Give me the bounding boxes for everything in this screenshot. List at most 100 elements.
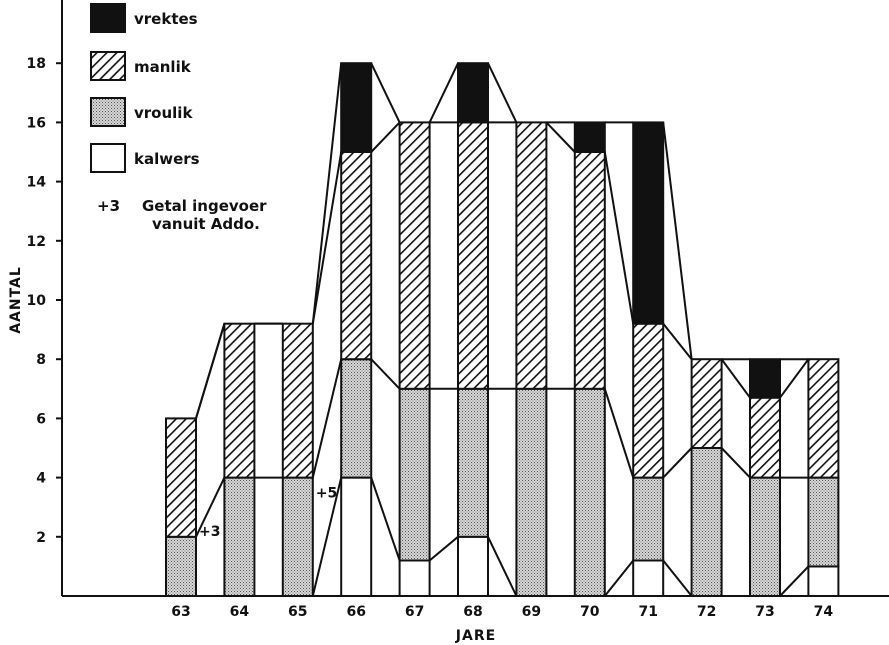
y-tick-label-4: 4 bbox=[36, 471, 46, 487]
bar-64-manlik bbox=[223, 322, 256, 479]
y-tick-label-16: 16 bbox=[27, 115, 46, 131]
legend-swatch-vroulik bbox=[90, 97, 126, 127]
bar-71-vrektes bbox=[632, 121, 665, 325]
bar-66-kalwers bbox=[340, 476, 373, 598]
connector-66-67-level-1 bbox=[370, 477, 401, 561]
bar-group-72 bbox=[690, 358, 723, 597]
bar-group-65 bbox=[281, 322, 314, 598]
legend-item-vrektes: vrektes bbox=[90, 3, 198, 33]
connector-66-67-level-2 bbox=[370, 358, 401, 390]
x-tick-label-68: 68 bbox=[463, 604, 482, 620]
bar-group-70 bbox=[573, 121, 606, 597]
connector-70-71-level-1 bbox=[604, 559, 634, 597]
connector-65-66-level-2 bbox=[311, 358, 343, 478]
bar-group-71 bbox=[632, 121, 665, 597]
bar-68-vrektes bbox=[457, 62, 489, 124]
legend-note-line2: vanuit Addo. bbox=[152, 215, 260, 233]
connector-68-69-level-4 bbox=[487, 62, 518, 123]
connector-63-64-level-4 bbox=[195, 323, 226, 419]
annotation-1: +5 bbox=[316, 485, 337, 501]
x-tick-label-69: 69 bbox=[522, 604, 541, 620]
bar-63-manlik bbox=[165, 417, 197, 538]
connector-65-66-level-4 bbox=[311, 63, 343, 324]
x-axis-title: JARE bbox=[455, 628, 496, 644]
bar-68-vroulik bbox=[457, 387, 489, 538]
connector-71-72-level-1 bbox=[662, 559, 693, 597]
bar-72-vroulik bbox=[690, 447, 723, 597]
bar-74-manlik bbox=[807, 358, 840, 479]
connector-67-68-level-1 bbox=[428, 536, 459, 562]
legend: vrektes manlik vroulik kalwers +3 Getal … bbox=[90, 3, 267, 233]
bar-63-vroulik bbox=[165, 535, 197, 597]
connector-65-66-level-1 bbox=[311, 477, 343, 597]
bar-group-64 bbox=[223, 322, 256, 598]
y-axis-ticks: 2 4 6 8 10 12 14 16 18 bbox=[27, 56, 62, 546]
x-tick-label-73: 73 bbox=[755, 604, 774, 620]
bar-66-manlik bbox=[340, 151, 373, 361]
connector-71-72-level-4 bbox=[662, 122, 693, 360]
y-tick-label-8: 8 bbox=[36, 352, 46, 368]
bar-group-66 bbox=[340, 62, 373, 598]
x-tick-label-63: 63 bbox=[171, 604, 190, 620]
x-tick-label-71: 71 bbox=[638, 604, 657, 620]
legend-item-kalwers: kalwers bbox=[90, 143, 200, 173]
bar-71-manlik bbox=[632, 322, 665, 479]
connector-73-74-level-1 bbox=[779, 565, 810, 597]
legend-swatch-manlik bbox=[90, 51, 126, 81]
bar-73-vrektes bbox=[749, 358, 781, 399]
x-tick-label-67: 67 bbox=[405, 604, 424, 620]
connector-69-70-level-3 bbox=[545, 121, 576, 153]
connector-71-72-level-2 bbox=[662, 447, 693, 479]
y-tick-label-18: 18 bbox=[27, 56, 46, 72]
x-tick-label-64: 64 bbox=[230, 604, 250, 620]
bar-group-73 bbox=[749, 358, 781, 598]
legend-note-marker: +3 bbox=[97, 197, 120, 215]
y-tick-label-6: 6 bbox=[36, 411, 46, 427]
bar-group-68 bbox=[457, 62, 489, 597]
bar-67-manlik bbox=[398, 121, 431, 390]
annotations: +3 +5 bbox=[199, 485, 337, 539]
bar-70-vroulik bbox=[573, 387, 606, 597]
legend-note-line1: Getal ingevoer bbox=[142, 197, 267, 215]
legend-swatch-vrektes bbox=[90, 3, 126, 33]
legend-label-manlik: manlik bbox=[134, 58, 192, 76]
connector-73-74-level-3 bbox=[779, 358, 810, 399]
legend-label-kalwers: kalwers bbox=[134, 150, 200, 168]
bar-71-vroulik bbox=[632, 476, 665, 562]
bar-group-63 bbox=[165, 417, 197, 597]
x-tick-label-65: 65 bbox=[288, 604, 307, 620]
bar-69-vroulik bbox=[515, 387, 548, 597]
annotation-0: +3 bbox=[199, 524, 220, 540]
x-tick-label-66: 66 bbox=[346, 604, 365, 620]
bar-66-vrektes bbox=[340, 62, 373, 154]
bar-group-69 bbox=[515, 121, 548, 597]
x-axis-ticks: 63 64 65 66 67 68 69 70 71 72 73 74 bbox=[171, 604, 833, 620]
bar-65-vroulik bbox=[281, 476, 314, 598]
y-tick-label-10: 10 bbox=[27, 293, 47, 309]
legend-swatch-kalwers bbox=[90, 143, 126, 173]
legend-label-vroulik: vroulik bbox=[134, 104, 193, 122]
connector-70-71-level-3 bbox=[603, 151, 635, 324]
connector-66-67-level-4 bbox=[370, 62, 401, 123]
stack-connector-lines bbox=[195, 62, 810, 597]
connector-63-64-level-2 bbox=[195, 477, 226, 538]
connector-71-72-level-3 bbox=[662, 323, 693, 360]
bar-71-kalwers bbox=[632, 559, 665, 597]
x-tick-label-72: 72 bbox=[697, 604, 716, 620]
bar-group-67 bbox=[398, 121, 431, 597]
legend-label-vrektes: vrektes bbox=[134, 10, 198, 28]
legend-item-manlik: manlik bbox=[90, 51, 192, 81]
connector-70-71-level-2 bbox=[603, 388, 635, 478]
bar-65-manlik bbox=[281, 322, 314, 479]
y-tick-label-2: 2 bbox=[36, 530, 46, 546]
x-tick-label-70: 70 bbox=[580, 604, 600, 620]
legend-item-vroulik: vroulik bbox=[90, 97, 193, 127]
legend-note: +3 Getal ingevoer vanuit Addo. bbox=[97, 197, 267, 233]
bar-69-manlik bbox=[515, 121, 548, 390]
bar-68-manlik bbox=[457, 121, 489, 390]
stacked-bars bbox=[165, 62, 840, 598]
connector-67-68-level-4 bbox=[428, 62, 459, 123]
connector-66-67-level-3 bbox=[370, 121, 401, 153]
y-tick-label-12: 12 bbox=[27, 234, 46, 250]
